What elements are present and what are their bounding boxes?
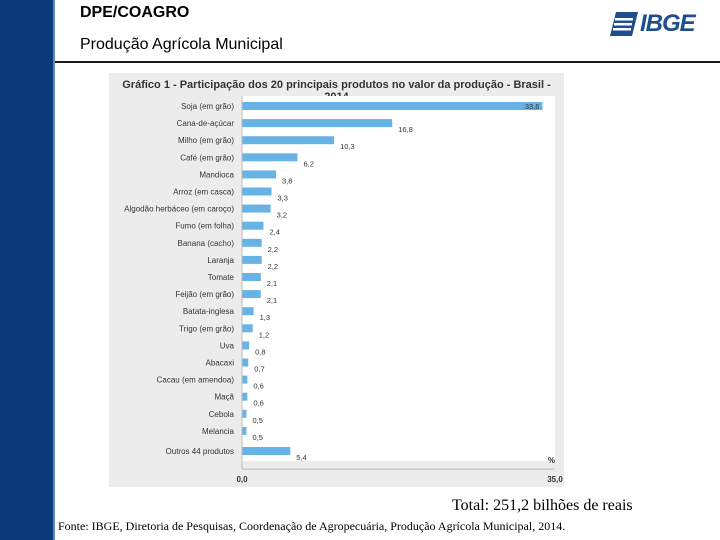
bar (242, 426, 247, 435)
bar (242, 102, 543, 110)
category-label: Uva (220, 341, 235, 350)
page-title: DPE/COAGRO (80, 4, 190, 21)
value-label: 2,2 (268, 245, 278, 254)
bar (242, 392, 248, 401)
bar (242, 375, 248, 384)
category-label: Maçã (214, 393, 234, 402)
value-label: 0,5 (252, 416, 262, 425)
ibge-logo-text: IBGE (640, 10, 696, 37)
value-label: 3,8 (282, 176, 292, 185)
value-label: 0,6 (253, 399, 263, 408)
ibge-logo-icon (610, 12, 638, 36)
value-label: 1,2 (259, 330, 269, 339)
category-label: Laranja (207, 256, 234, 265)
category-label: Tomate (208, 273, 235, 282)
header-divider (55, 61, 720, 63)
category-label: Outros 44 produtos (166, 447, 234, 456)
value-label: 2,2 (268, 262, 278, 271)
value-label: 6,2 (303, 159, 313, 168)
bar (242, 307, 254, 316)
value-label: 0,5 (252, 433, 262, 442)
category-label: Café (em grão) (180, 153, 234, 162)
bar (242, 447, 291, 455)
value-label: 5,4 (296, 453, 306, 462)
bar (242, 204, 271, 213)
sidebar-divider (53, 0, 55, 540)
category-label: Banana (cacho) (178, 239, 235, 248)
total-value: Total: 251,2 bilhões de reais (452, 497, 633, 514)
x-tick-label: 35,0 (547, 475, 563, 484)
value-label: 0,7 (254, 365, 264, 374)
value-label: 0,8 (255, 347, 265, 356)
value-label: 2,4 (269, 228, 279, 237)
category-label: Cebola (209, 410, 235, 419)
bar (242, 221, 264, 230)
value-label: 1,3 (260, 313, 270, 322)
bar (242, 136, 335, 145)
category-label: Arroz (em casca) (173, 188, 234, 197)
bar (242, 358, 249, 367)
category-label: Fumo (em folha) (175, 222, 234, 231)
value-label: 33,6 (525, 102, 540, 111)
category-label: Melancia (202, 427, 235, 436)
bar (242, 409, 247, 418)
category-label: Algodão herbáceo (em caroço) (124, 205, 234, 214)
left-sidebar-band (0, 0, 53, 540)
value-label: 2,1 (267, 279, 277, 288)
value-label: 2,1 (267, 296, 277, 305)
category-label: Mandioca (199, 170, 234, 179)
ibge-logo: IBGE (610, 10, 710, 38)
value-label: 3,2 (277, 211, 287, 220)
bar (242, 290, 261, 299)
bar (242, 255, 262, 264)
page-subtitle: Produção Agrícola Municipal (80, 36, 283, 53)
value-label: 16,8 (398, 125, 413, 134)
bar (242, 238, 262, 247)
bar-chart: Soja (em grão) 33,6 Cana-de-açúcar 16,8 Milh… (124, 96, 563, 484)
category-label: Trigo (em grão) (179, 324, 234, 333)
category-label: Cana-de-açúcar (177, 119, 235, 128)
source-note: Fonte: IBGE, Diretoria de Pesquisas, Coo… (58, 519, 566, 533)
value-label: 10,3 (340, 142, 355, 151)
bar (242, 273, 261, 281)
bar (242, 324, 253, 333)
value-label: 3,3 (278, 194, 288, 203)
category-label: Feijão (em grão) (175, 290, 234, 299)
category-label: Batata-inglesa (183, 307, 235, 316)
chart-panel: Gráfico 1 - Participação dos 20 principa… (109, 73, 564, 487)
bar (242, 119, 393, 128)
value-label: 0,6 (253, 382, 263, 391)
category-label: Soja (em grão) (181, 102, 234, 111)
bar (242, 170, 276, 179)
category-label: Cacau (em amendoa) (157, 376, 235, 385)
plot-area (242, 96, 555, 462)
bar (242, 187, 272, 196)
bar (242, 153, 298, 162)
x-tick-label: 0,0 (236, 475, 248, 484)
category-label: Abacaxi (206, 359, 235, 368)
unit-label: % (548, 456, 555, 465)
bar (242, 341, 250, 350)
category-label: Milho (em grão) (178, 136, 234, 145)
